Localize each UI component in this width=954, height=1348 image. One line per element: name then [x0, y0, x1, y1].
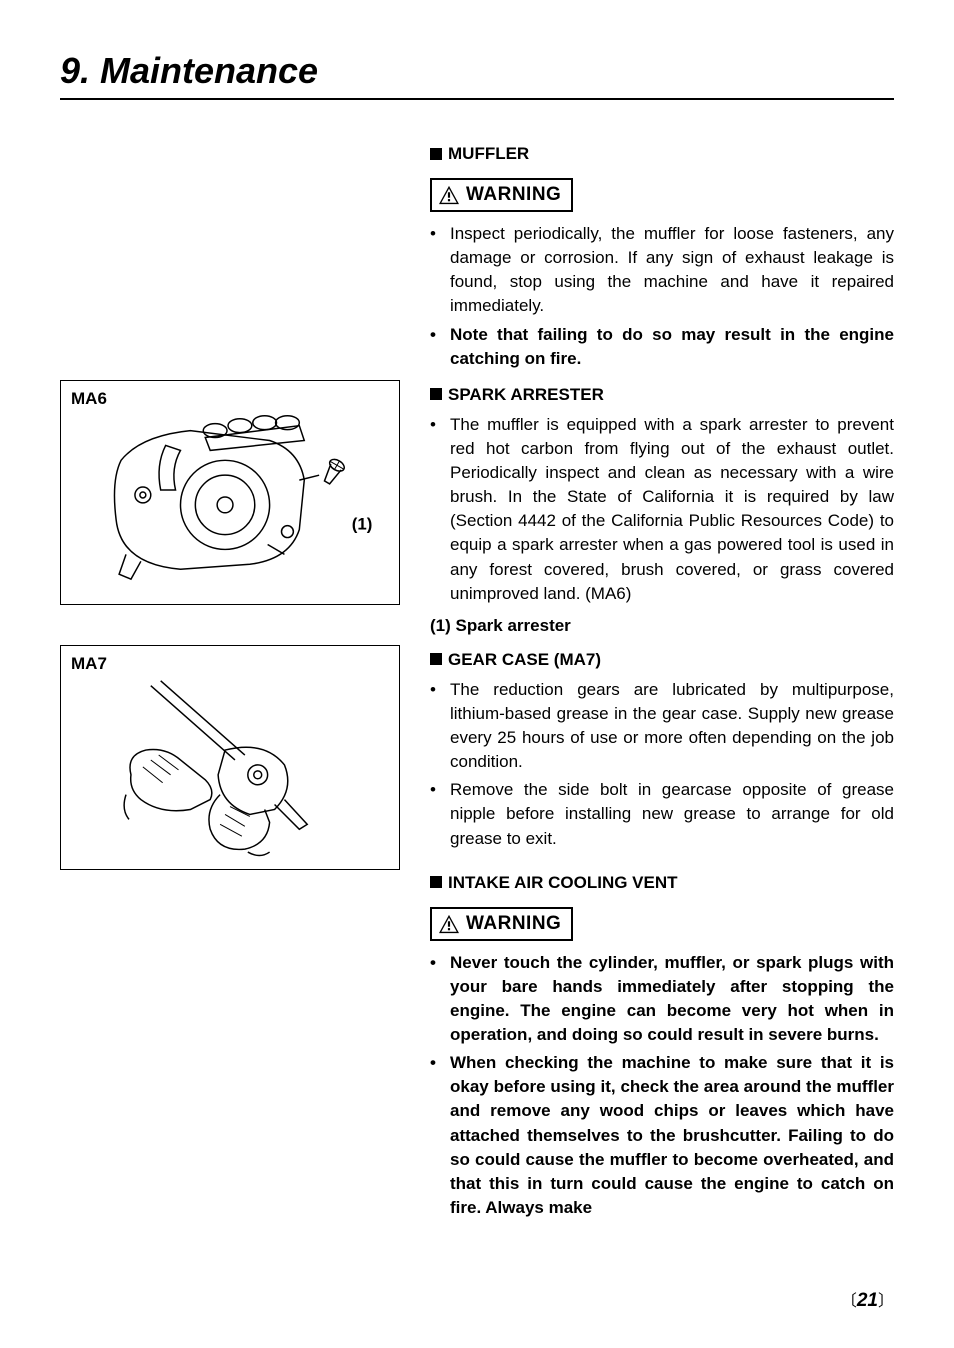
warning-label: WARNING	[466, 913, 561, 935]
right-column: MUFFLER WARNING • Inspect periodically, …	[430, 130, 894, 1224]
bullet-item: • Never touch the cylinder, muffler, or …	[430, 951, 894, 1048]
bullet-text: Remove the side bolt in gearcase opposit…	[450, 778, 894, 850]
heading-gear-case: GEAR CASE (MA7)	[430, 650, 894, 670]
figure-ma7-label: MA7	[71, 654, 107, 674]
page-title: 9. Maintenance	[60, 50, 894, 100]
bullet-dot-icon: •	[430, 1051, 450, 1220]
bullet-text: Note that failing to do so may result in…	[450, 323, 894, 371]
warning-triangle-icon	[438, 185, 460, 205]
left-column: MA6	[60, 130, 400, 1224]
square-marker-icon	[430, 148, 442, 160]
bullet-item: • The reduction gears are lubricated by …	[430, 678, 894, 775]
bullet-dot-icon: •	[430, 413, 450, 606]
bullet-text: The reduction gears are lubricated by mu…	[450, 678, 894, 775]
bullet-text: Inspect periodically, the muffler for lo…	[450, 222, 894, 319]
warning-box-muffler: WARNING	[430, 178, 573, 212]
figure-ma7: MA7	[60, 645, 400, 870]
bullet-dot-icon: •	[430, 323, 450, 371]
figure-ma7-svg	[71, 656, 389, 859]
figure-ma6-svg: (1)	[71, 391, 389, 594]
figure-ma6: MA6	[60, 380, 400, 605]
spark-arrester-sublabel: (1) Spark arrester	[430, 616, 894, 636]
warning-label: WARNING	[466, 184, 561, 206]
page-number: 〔21〕	[841, 1287, 894, 1312]
bullet-dot-icon: •	[430, 951, 450, 1048]
bullet-dot-icon: •	[430, 778, 450, 850]
square-marker-icon	[430, 876, 442, 888]
bullet-dot-icon: •	[430, 222, 450, 319]
content-area: MA6	[60, 130, 894, 1224]
bullet-item: • Note that failing to do so may result …	[430, 323, 894, 371]
heading-spark-arrester: SPARK ARRESTER	[430, 385, 894, 405]
bullet-dot-icon: •	[430, 678, 450, 775]
heading-muffler: MUFFLER	[430, 144, 894, 164]
warning-box-intake: WARNING	[430, 907, 573, 941]
bullet-text: The muffler is equipped with a spark arr…	[450, 413, 894, 606]
bullet-item: • Remove the side bolt in gearcase oppos…	[430, 778, 894, 850]
heading-intake: INTAKE AIR COOLING VENT	[430, 873, 894, 893]
square-marker-icon	[430, 388, 442, 400]
bullet-item: • When checking the machine to make sure…	[430, 1051, 894, 1220]
bullet-text: When checking the machine to make sure t…	[450, 1051, 894, 1220]
bullet-item: • The muffler is equipped with a spark a…	[430, 413, 894, 606]
figure-ma6-label: MA6	[71, 389, 107, 409]
warning-triangle-icon	[438, 914, 460, 934]
bullet-item: • Inspect periodically, the muffler for …	[430, 222, 894, 319]
square-marker-icon	[430, 653, 442, 665]
bullet-text: Never touch the cylinder, muffler, or sp…	[450, 951, 894, 1048]
figure-ma6-callout: (1)	[352, 515, 373, 534]
